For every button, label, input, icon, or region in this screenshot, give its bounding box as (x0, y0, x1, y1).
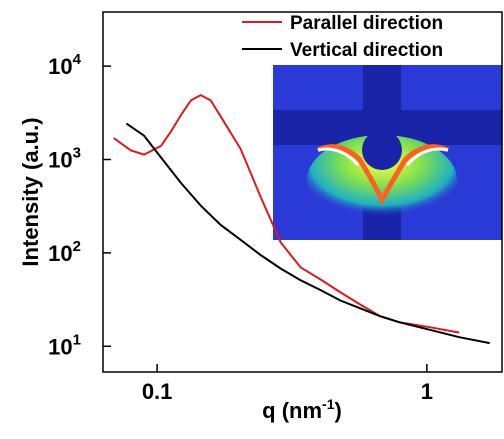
y-tick-label: 104 (48, 51, 81, 79)
y-tick-exponent: 2 (73, 238, 81, 255)
y-tick-exponent: 4 (73, 51, 82, 68)
x-tick-label: 1 (421, 379, 433, 404)
x-tick-label: 0.1 (142, 379, 173, 404)
x-axis-label-text: q (nm (262, 398, 322, 423)
plot-frame (102, 11, 503, 373)
y-tick-base: 10 (48, 334, 72, 359)
x-axis-label-suffix: ) (335, 398, 342, 423)
inset-image (273, 65, 502, 240)
y-tick-label: 101 (48, 331, 81, 359)
y-tick-exponent: 3 (73, 145, 81, 162)
data-line (125, 122, 490, 345)
x-axis-label: q (nm-1) (262, 396, 342, 423)
x-axis-label-superscript: -1 (322, 396, 335, 412)
y-tick-base: 10 (48, 54, 72, 79)
y-tick-label: 103 (48, 145, 81, 173)
y-tick-exponent: 1 (73, 331, 81, 348)
data-line (113, 93, 460, 334)
y-tick-label: 102 (48, 238, 81, 266)
y-tick-base: 10 (48, 241, 72, 266)
legend-label: Vertical direction (290, 40, 443, 61)
y-tick-base: 10 (48, 148, 72, 173)
legend-label: Parallel direction (290, 13, 443, 34)
y-axis-label: Intensity (a.u.) (18, 117, 43, 266)
